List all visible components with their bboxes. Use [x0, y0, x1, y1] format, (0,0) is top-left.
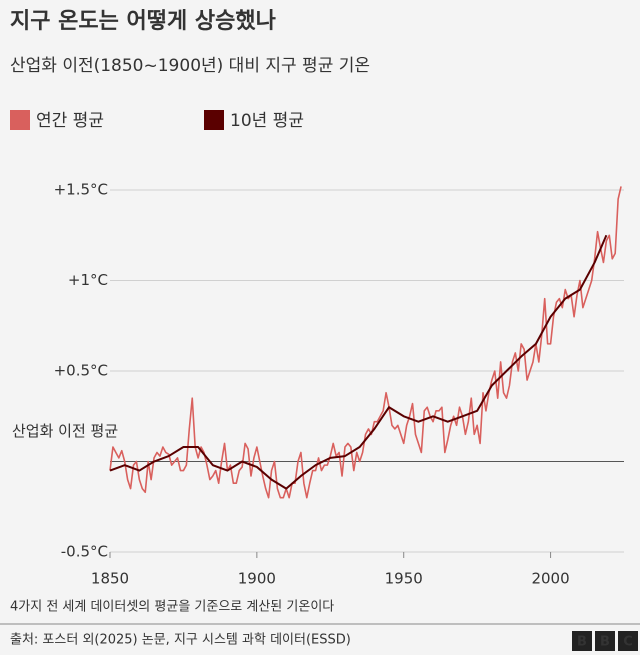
source: 출처: 포스터 외(2025) 논문, 지구 시스템 과학 데이터(ESSD) — [10, 633, 351, 648]
note: 4가지 전 세계 데이터셋의 평균을 기준으로 계산된 기온이다 — [10, 600, 334, 615]
logo-box — [595, 631, 615, 651]
series-line — [109, 186, 622, 499]
baseline-label: 산업화 이전 평균 — [12, 422, 118, 440]
y-tick-label: +0.5°C — [54, 362, 108, 380]
logo-letter: B — [577, 635, 587, 650]
logo-box — [572, 631, 592, 651]
y-tick-label: +1.5°C — [54, 181, 108, 199]
logo-box — [618, 631, 638, 651]
y-tick-label: +1°C — [68, 271, 108, 289]
logo-letter: B — [600, 635, 610, 650]
logo-letter: C — [623, 635, 633, 650]
x-tick-label: 1850 — [91, 570, 129, 588]
x-tick-label: 1950 — [385, 570, 423, 588]
x-tick-label: 2000 — [531, 570, 569, 588]
x-tick-label: 1900 — [238, 570, 276, 588]
legend-swatch — [10, 110, 30, 130]
chart-subtitle: 산업화 이전(1850~1900년) 대비 지구 평균 기온 — [10, 56, 370, 76]
y-tick-label: -0.5°C — [61, 543, 108, 561]
legend-label: 10년 평균 — [230, 111, 304, 131]
legend-label: 연간 평균 — [36, 111, 104, 131]
series-line — [109, 234, 608, 490]
chart-title: 지구 온도는 어떻게 상승했나 — [10, 9, 276, 34]
legend-swatch — [204, 110, 224, 130]
